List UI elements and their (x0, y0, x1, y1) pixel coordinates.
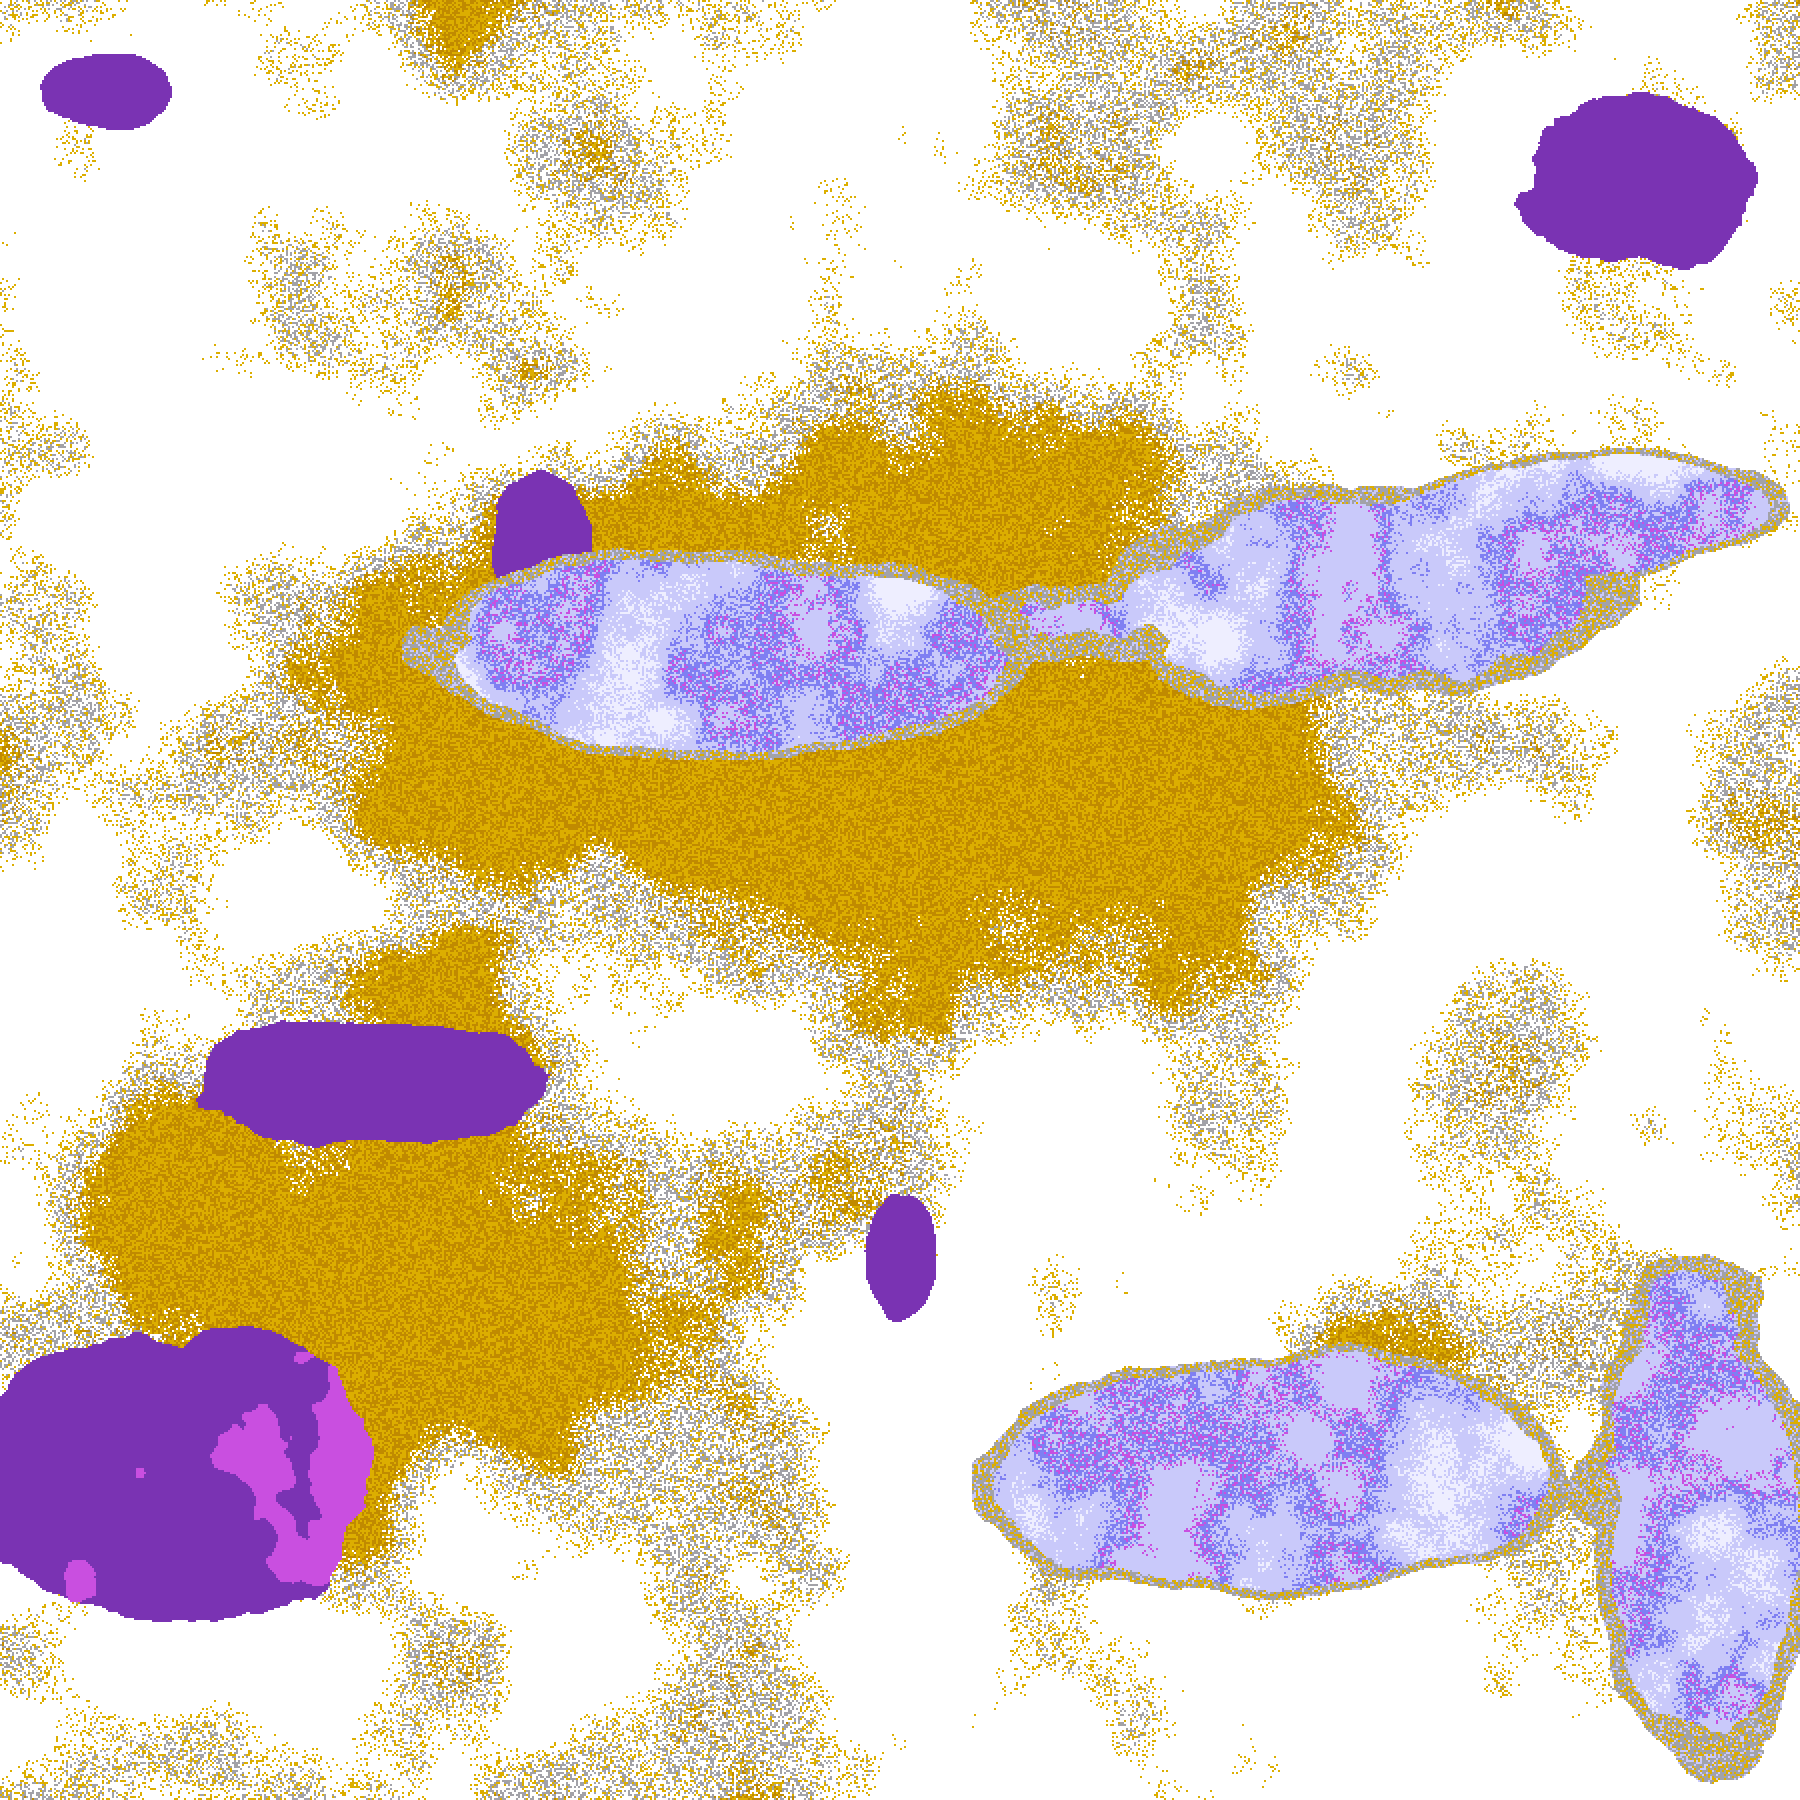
map-canvas (0, 0, 1800, 1800)
classified-map-raster (0, 0, 1800, 1800)
